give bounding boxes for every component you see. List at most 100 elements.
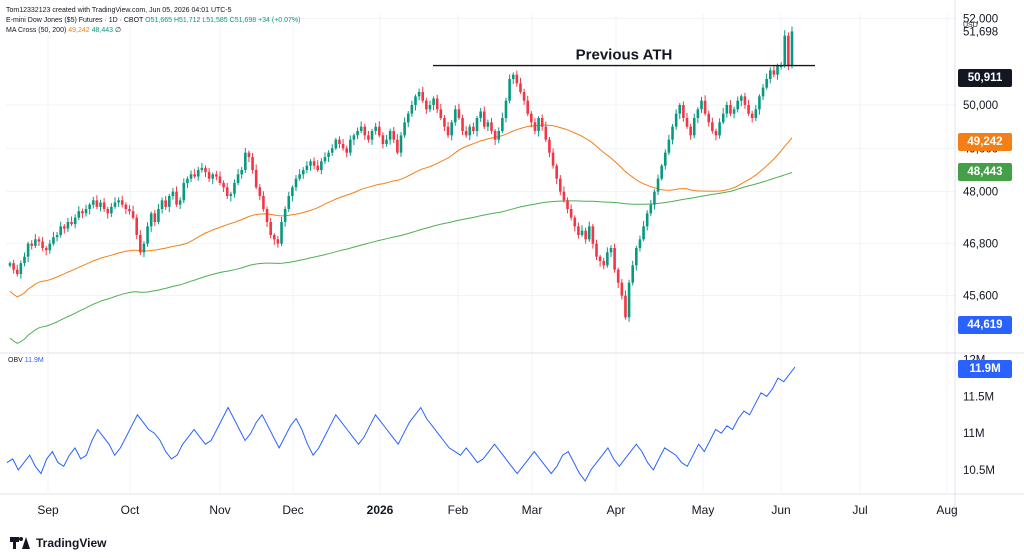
candle-body — [417, 92, 421, 97]
candle-body — [15, 269, 19, 274]
candle-body — [656, 178, 660, 192]
candle-body — [580, 230, 584, 235]
candle-body — [747, 105, 750, 114]
candle-body — [167, 196, 171, 207]
candle-body — [707, 113, 711, 123]
candle-body — [34, 239, 37, 246]
candle-body — [787, 35, 790, 66]
candle-body — [475, 118, 479, 131]
tradingview-footer[interactable]: TradingView — [10, 536, 106, 550]
candle-body — [8, 263, 12, 266]
candle-body — [526, 100, 530, 114]
candle-body — [450, 122, 453, 136]
obv-tick-label: 11.5M — [963, 391, 994, 403]
candle-body — [682, 105, 685, 118]
symbol-title: E-mini Dow Jones ($5) Futures · 1D · CBO… — [6, 17, 144, 24]
candle-body — [236, 174, 240, 183]
candle-body — [193, 174, 196, 177]
candle-body — [515, 74, 519, 84]
candle-body — [73, 217, 77, 225]
candle-body — [750, 113, 754, 118]
candle-body — [23, 256, 26, 264]
ma200-value: 48,443 — [91, 27, 114, 34]
candle-body — [671, 126, 674, 140]
candle-body — [135, 217, 139, 235]
candle-body — [186, 178, 189, 183]
candle-body — [12, 263, 15, 270]
candle-body — [591, 226, 595, 244]
candle-body — [504, 100, 508, 118]
candle-body — [117, 200, 120, 203]
candle-body — [70, 222, 73, 225]
candle-body — [229, 193, 233, 196]
candle-body — [30, 243, 34, 246]
candle-body — [262, 196, 265, 209]
candle-body — [486, 122, 490, 127]
candle-body — [330, 148, 334, 153]
obv-tick-label: 10.5M — [963, 465, 995, 477]
candle-body — [613, 248, 616, 270]
candle-body — [732, 109, 736, 114]
candle-body — [635, 248, 638, 266]
candle-body — [363, 126, 367, 136]
candle-body — [721, 113, 725, 123]
candle-body — [482, 111, 486, 127]
candle-body — [291, 187, 294, 196]
candle-body — [501, 118, 504, 131]
candle-body — [540, 118, 544, 127]
candle-body — [269, 222, 272, 235]
obv-legend: OBV 11.9M — [8, 357, 44, 364]
candle-body — [689, 126, 692, 136]
obv-legend-value: 11.9M — [24, 357, 44, 364]
candle-body — [606, 252, 609, 266]
ma-cross-label: MA Cross (50, 200) — [6, 27, 67, 34]
candle-body — [627, 282, 631, 318]
candle-body — [240, 170, 244, 175]
candle-body — [388, 131, 392, 140]
candle-body — [638, 239, 642, 248]
author-line: Tom12332123 created with TradingView.com… — [6, 7, 232, 14]
candle-body — [667, 139, 671, 153]
time-tick-label: Feb — [448, 503, 469, 517]
y-axis-unit: USD — [963, 22, 978, 29]
ohlc-close: C51,698 — [229, 17, 257, 24]
candle-body — [247, 152, 251, 157]
candle-body — [660, 165, 663, 179]
candle-body — [776, 66, 779, 75]
candle-body — [718, 122, 721, 136]
candle-body — [91, 200, 95, 205]
candle-body — [139, 235, 142, 253]
candle-body — [548, 139, 551, 153]
price-tick-label: 52,000 — [963, 13, 998, 25]
candle-body — [204, 167, 207, 173]
candle-body — [696, 109, 700, 118]
candle-body — [142, 243, 146, 253]
candle-body — [555, 165, 558, 179]
time-tick-label: 2026 — [367, 503, 394, 517]
candle-body — [341, 144, 345, 149]
candle-body — [649, 204, 653, 214]
ma200-line — [9, 172, 793, 344]
candle-body — [432, 98, 435, 105]
candle-body — [435, 98, 439, 110]
time-tick-label: Mar — [522, 503, 543, 517]
candle-body — [26, 243, 30, 257]
candle-body — [399, 135, 403, 153]
candle-body — [493, 131, 497, 140]
candle-body — [287, 196, 291, 209]
price-tick-label: 48,000 — [963, 187, 998, 199]
candle-body — [569, 209, 573, 218]
candle-body — [678, 105, 682, 114]
ohlc-change: +34 (+0.07%) — [258, 17, 301, 24]
candle-body — [298, 174, 301, 179]
ma-settings-icon[interactable]: ∅ — [115, 27, 122, 34]
candle-body — [113, 202, 117, 207]
candle-body — [537, 118, 540, 131]
candle-body — [457, 109, 461, 118]
candle-body — [215, 174, 218, 177]
tradingview-logo-icon — [10, 537, 30, 549]
candle-body — [464, 131, 468, 136]
obv-tick-label: 11M — [963, 428, 985, 440]
candle-body — [359, 126, 363, 131]
